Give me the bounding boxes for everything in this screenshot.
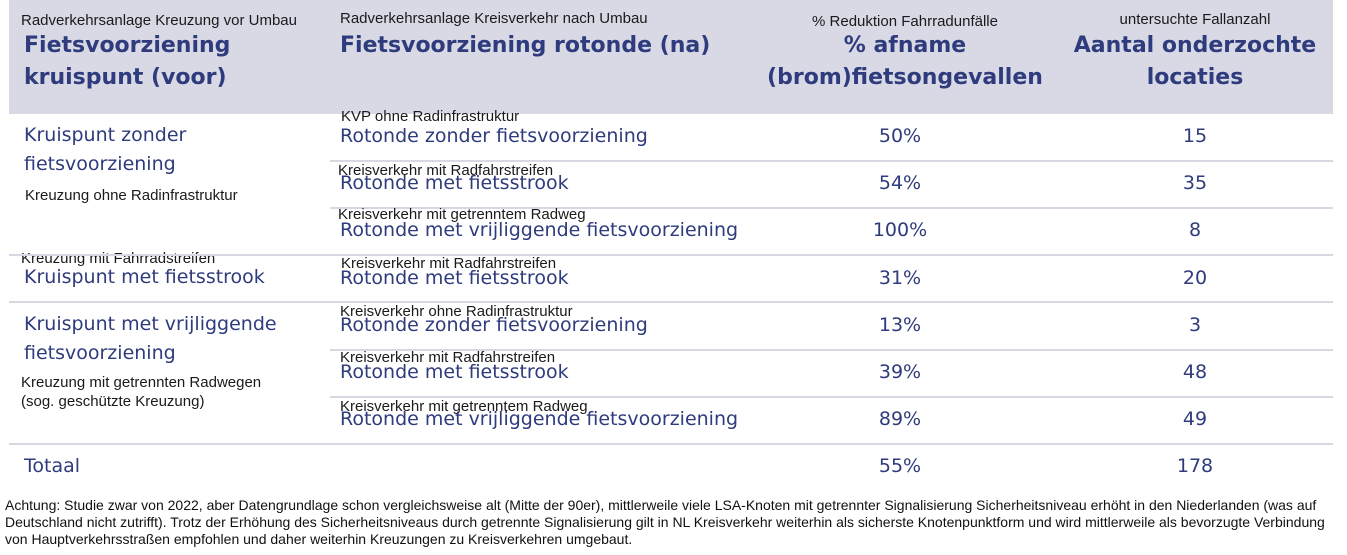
roundabout-type-de: Kreisverkehr mit getrenntem Radweg — [340, 398, 588, 415]
roundabout-type: Rotonde met vrijliggende fietsvoorzienin… — [340, 219, 739, 241]
location-count: 49 — [1182, 408, 1208, 430]
col1-header-nl-line2: kruispunt (voor) — [24, 65, 227, 90]
roundabout-type: Rotonde met fietsstrook — [340, 267, 569, 289]
roundabout-type: Rotonde zonder fietsvoorziening — [340, 125, 648, 147]
location-count: 48 — [1182, 361, 1208, 383]
reduction-percent: 54% — [878, 172, 922, 194]
group-label: fietsvoorziening — [24, 342, 176, 364]
group-separator — [9, 254, 1333, 256]
col4-header-nl-line1: Aantal onderzochte — [1073, 33, 1317, 58]
col2-header-nl: Fietsvoorziening rotonde (na) — [340, 33, 711, 58]
roundabout-type-de: Kreisverkehr ohne Radinfrastruktur — [340, 303, 573, 320]
group-label-de: Kreuzung mit Fahrradstreifen — [21, 250, 216, 267]
col1-header-nl-line1: Fietsvoorziening — [24, 33, 231, 58]
col3-header-de: % Reduktion Fahrradunfälle — [812, 13, 998, 30]
group-label: Kruispunt zonder — [24, 124, 187, 146]
location-count: 8 — [1188, 219, 1202, 241]
group-label: Kruispunt met fietsstrook — [24, 266, 265, 288]
row-separator — [330, 349, 1333, 351]
group-label-de: Kreuzung ohne Radinfrastruktur — [25, 187, 238, 204]
reduction-percent: 31% — [878, 267, 922, 289]
col1-header-de: Radverkehrsanlage Kreuzung vor Umbau — [21, 12, 297, 29]
row-separator — [330, 160, 1333, 162]
group-label-de: Kreuzung mit getrennten Radwegen — [21, 374, 262, 391]
location-count: 3 — [1188, 314, 1202, 336]
total-label: Totaal — [24, 455, 81, 477]
group-separator — [9, 443, 1333, 445]
roundabout-type-de: Kreisverkehr mit Radfahrstreifen — [341, 255, 557, 272]
group-separator — [9, 301, 1333, 303]
total-percent: 55% — [878, 455, 922, 477]
table-header-background — [9, 0, 1333, 114]
row-separator — [330, 396, 1333, 398]
reduction-percent: 50% — [878, 125, 922, 147]
roundabout-type-de: Kreisverkehr mit Radfahrstreifen — [338, 162, 554, 179]
col3-header-nl-line1: % afname — [843, 33, 967, 58]
col2-header-de: Radverkehrsanlage Kreisverkehr nach Umba… — [340, 10, 648, 27]
reduction-percent: 13% — [878, 314, 922, 336]
row-separator — [330, 207, 1333, 209]
roundabout-type-de: KVP ohne Radinfrastruktur — [341, 108, 520, 125]
roundabout-type: Rotonde met fietsstrook — [340, 361, 569, 383]
footnote: Achtung: Studie zwar von 2022, aber Date… — [5, 497, 1325, 547]
roundabout-type: Rotonde met vrijliggende fietsvoorzienin… — [340, 408, 739, 430]
reduction-percent: 89% — [878, 408, 922, 430]
reduction-percent: 100% — [872, 219, 928, 241]
group-label: fietsvoorziening — [24, 153, 176, 175]
col4-header-de: untersuchte Fallanzahl — [1119, 11, 1271, 28]
col3-header-nl-line2: (brom)fietsongevallen — [767, 65, 1043, 90]
col4-header-nl-line2: locaties — [1146, 65, 1244, 90]
roundabout-type-de: Kreisverkehr mit getrenntem Radweg — [338, 206, 586, 223]
location-count: 20 — [1182, 267, 1208, 289]
location-count: 15 — [1182, 125, 1208, 147]
roundabout-type: Rotonde zonder fietsvoorziening — [340, 314, 648, 336]
roundabout-type: Rotonde met fietsstrook — [340, 172, 569, 194]
group-label-de: (sog. geschützte Kreuzung) — [21, 393, 205, 410]
total-count: 178 — [1176, 455, 1214, 477]
roundabout-type-de: Kreisverkehr mit Radfahrstreifen — [340, 349, 556, 366]
location-count: 35 — [1182, 172, 1208, 194]
reduction-percent: 39% — [878, 361, 922, 383]
group-label: Kruispunt met vrijliggende — [24, 313, 277, 335]
